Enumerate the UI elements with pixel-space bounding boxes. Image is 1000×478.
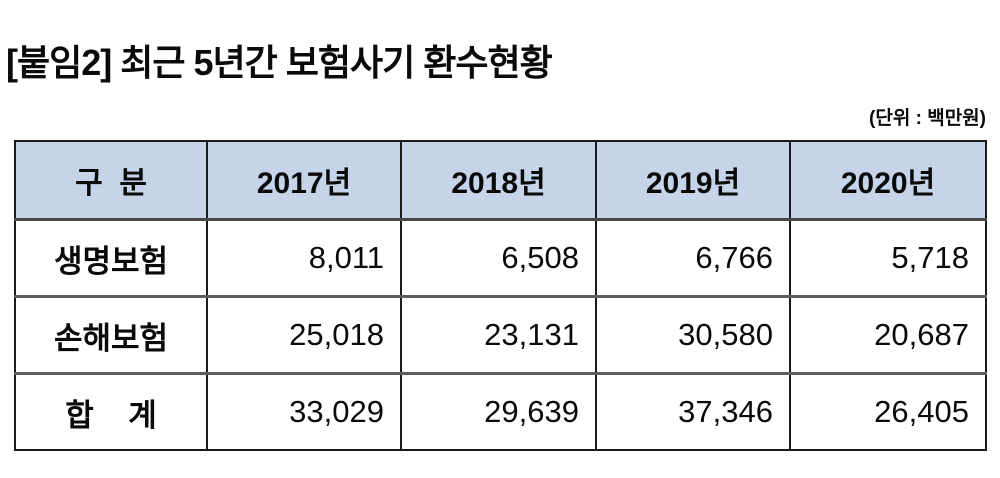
cell-total-2020: 26,405	[789, 373, 987, 451]
header-year-2017: 2017년	[206, 141, 402, 221]
cell-nonlife-2017: 25,018	[206, 296, 402, 375]
table-row-life-insurance: 생명보험 8,011 6,508 6,766 5,718	[14, 219, 987, 298]
cell-life-2017: 8,011	[206, 219, 402, 298]
cell-life-2020: 5,718	[789, 219, 987, 298]
cell-total-2017: 33,029	[206, 373, 402, 451]
table-row-nonlife-insurance: 손해보험 25,018 23,131 30,580 20,687	[14, 296, 987, 375]
unit-note: (단위 : 백만원)	[869, 108, 986, 129]
recovery-status-table: 구 분 2017년 2018년 2019년 2020년 생명보험 8,011 6…	[14, 140, 987, 451]
header-category: 구 분	[14, 141, 208, 221]
cell-total-2019: 37,346	[595, 373, 791, 451]
header-year-2018: 2018년	[400, 141, 597, 221]
cell-life-2018: 6,508	[400, 219, 597, 298]
cell-nonlife-2020: 20,687	[789, 296, 987, 375]
page-title: [붙임2] 최근 5년간 보험사기 환수현황	[6, 42, 553, 83]
header-year-2020: 2020년	[789, 141, 987, 221]
cell-nonlife-2018: 23,131	[400, 296, 597, 375]
cell-total-2018: 29,639	[400, 373, 597, 451]
row-label-nonlife-insurance: 손해보험	[14, 296, 208, 375]
cell-nonlife-2019: 30,580	[595, 296, 791, 375]
table-header-row: 구 분 2017년 2018년 2019년 2020년	[14, 141, 987, 221]
cell-life-2019: 6,766	[595, 219, 791, 298]
header-year-2019: 2019년	[595, 141, 791, 221]
table-row-total: 합 계 33,029 29,639 37,346 26,405	[14, 373, 987, 451]
row-label-life-insurance: 생명보험	[14, 219, 208, 298]
row-label-total: 합 계	[14, 373, 208, 451]
